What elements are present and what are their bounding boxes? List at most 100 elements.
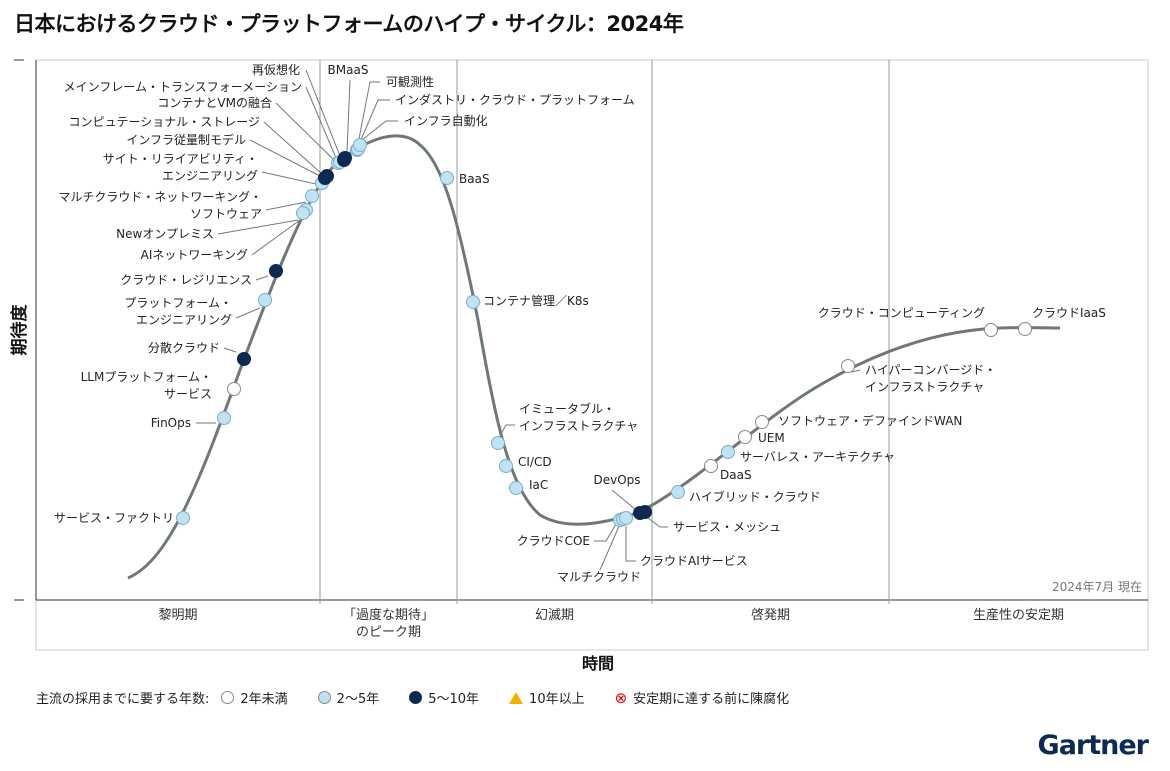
technology-label: ハイパーコンバージド・インフラストラクチャ bbox=[865, 363, 996, 394]
technology-label: コンテナ管理／K8s bbox=[483, 293, 589, 308]
technology-label: CI/CD bbox=[518, 455, 552, 469]
technology-marker[interactable] bbox=[721, 445, 735, 459]
legend-label: 2〜5年 bbox=[336, 692, 380, 707]
technology-label: クラウドCOE bbox=[517, 534, 590, 548]
technology-label: クラウド・コンピューティング bbox=[818, 306, 985, 320]
technology-marker[interactable] bbox=[296, 206, 310, 220]
technology-label: マルチクラウド・ネットワーキング・ソフトウェア bbox=[58, 190, 262, 221]
technology-marker[interactable] bbox=[305, 189, 319, 203]
obsolete-x-icon: ⊗ bbox=[614, 688, 628, 707]
phase-label: 「過度な期待」のピーク期 bbox=[343, 607, 434, 640]
technology-label: ソフトウェア・デファインドWAN bbox=[778, 413, 962, 428]
leader-line bbox=[851, 369, 861, 373]
legend: 主流の採用までに要する年数: 2年未満 2〜5年 5〜10年 10年以上 ⊗ 安定期に達す… bbox=[36, 688, 811, 708]
technology-label: DaaS bbox=[720, 468, 752, 482]
technology-label: UEM bbox=[758, 431, 785, 445]
technology-label: サイト・リライアビリティ・エンジニアリング bbox=[103, 152, 258, 183]
technology-marker[interactable] bbox=[619, 511, 633, 525]
technology-label: サーバレス・アーキテクチャ bbox=[740, 450, 895, 464]
leader-line bbox=[217, 219, 299, 235]
technology-label: コンピュテーショナル・ストレージ bbox=[68, 115, 260, 129]
technology-label: サービス・メッシュ bbox=[673, 520, 781, 534]
technology-marker[interactable] bbox=[227, 382, 241, 396]
legend-item: ⊗ 安定期に達する前に陳腐化 bbox=[614, 688, 790, 708]
x-axis-label: 時間 bbox=[582, 654, 614, 673]
leader-line bbox=[275, 102, 335, 161]
leader-line bbox=[235, 307, 261, 319]
technology-label: マルチクラウド bbox=[557, 570, 641, 584]
technology-marker[interactable] bbox=[499, 459, 513, 473]
legend-label: 安定期に達する前に陳腐化 bbox=[633, 692, 790, 707]
technology-marker[interactable] bbox=[1018, 322, 1032, 336]
technology-label: コンテナとVMの融合 bbox=[157, 95, 272, 110]
leader-line bbox=[305, 86, 337, 159]
hype-curve bbox=[127, 134, 1061, 580]
technology-label: イミュータブル・インフラストラクチャ bbox=[519, 401, 638, 433]
technology-marker[interactable] bbox=[338, 151, 352, 165]
leader-line bbox=[305, 69, 341, 157]
legend-item: 5〜10年 bbox=[409, 688, 479, 707]
phase-label: 幻滅期 bbox=[535, 608, 574, 623]
technology-marker[interactable] bbox=[704, 459, 718, 473]
technology-label: クラウドIaaS bbox=[1032, 306, 1106, 320]
phase-label: 啓発期 bbox=[751, 608, 790, 623]
technology-marker[interactable] bbox=[217, 411, 231, 425]
technology-marker[interactable] bbox=[491, 436, 505, 450]
y-axis-label: 期待度 bbox=[9, 304, 30, 356]
technology-label: インフラ自動化 bbox=[404, 114, 488, 128]
leader-line bbox=[265, 201, 307, 211]
circle-icon bbox=[409, 691, 423, 704]
technology-marker[interactable] bbox=[440, 171, 454, 185]
technology-marker[interactable] bbox=[320, 169, 334, 183]
technology-label: FinOps bbox=[151, 416, 191, 430]
legend-item: 2〜5年 bbox=[317, 688, 380, 707]
legend-prefix: 主流の採用までに要する年数: bbox=[36, 692, 210, 707]
hype-cycle-diagram: サービス・ファクトリ FinOps LLMプラットフォーム・サービス 分散クラウド プラ… bbox=[9, 59, 1149, 673]
triangle-icon bbox=[509, 691, 524, 704]
technology-marker[interactable] bbox=[738, 430, 752, 444]
technology-label: メインフレーム・トランスフォーメーション bbox=[64, 80, 302, 94]
phase-label: 黎明期 bbox=[158, 608, 197, 623]
technology-label: プラットフォーム・エンジニアリング bbox=[124, 296, 232, 327]
technology-label: AIネットワーキング bbox=[141, 248, 248, 262]
technology-marker[interactable] bbox=[353, 138, 367, 152]
leader-line bbox=[499, 424, 515, 437]
technology-marker[interactable] bbox=[671, 485, 685, 499]
leader-line bbox=[599, 523, 621, 571]
leader-line bbox=[357, 81, 380, 145]
technology-marker[interactable] bbox=[638, 505, 652, 519]
plot-frame bbox=[35, 59, 1149, 651]
leader-line bbox=[594, 523, 617, 542]
technology-marker[interactable] bbox=[237, 352, 251, 366]
leader-line bbox=[346, 79, 351, 153]
legend-item: 10年以上 bbox=[509, 688, 585, 707]
leader-line bbox=[611, 489, 637, 511]
technology-marker[interactable] bbox=[755, 415, 769, 429]
technology-marker[interactable] bbox=[176, 511, 190, 525]
technology-marker[interactable] bbox=[258, 293, 272, 307]
leader-line bbox=[251, 219, 301, 256]
phase-label: 生産性の安定期 bbox=[973, 607, 1064, 623]
technology-label: Newオンプレミス bbox=[116, 227, 214, 241]
technology-marker[interactable] bbox=[509, 481, 523, 495]
leader-line bbox=[249, 139, 321, 177]
technology-label: サービス・ファクトリ bbox=[54, 511, 174, 525]
gartner-logo: Gartner bbox=[1037, 730, 1149, 761]
technology-label: インダストリ・クラウド・プラットフォーム bbox=[395, 92, 635, 107]
technology-marker[interactable] bbox=[466, 295, 480, 309]
leader-line bbox=[359, 99, 390, 143]
leader-line bbox=[261, 171, 317, 185]
legend-label: 2年未満 bbox=[240, 692, 288, 707]
technology-label: LLMプラットフォーム・サービス bbox=[81, 370, 212, 401]
technology-label: 再仮想化 bbox=[252, 62, 300, 77]
leader-line bbox=[625, 526, 636, 562]
technology-label: クラウド・レジリエンス bbox=[120, 273, 252, 287]
technology-marker[interactable] bbox=[984, 323, 998, 337]
date-note: 2024年7月 現在 bbox=[1052, 580, 1142, 594]
technology-marker[interactable] bbox=[841, 359, 855, 373]
technology-marker[interactable] bbox=[269, 264, 283, 278]
leader-line bbox=[263, 121, 323, 175]
technology-label: BaaS bbox=[459, 172, 490, 186]
legend-item: 2年未満 bbox=[221, 688, 288, 707]
